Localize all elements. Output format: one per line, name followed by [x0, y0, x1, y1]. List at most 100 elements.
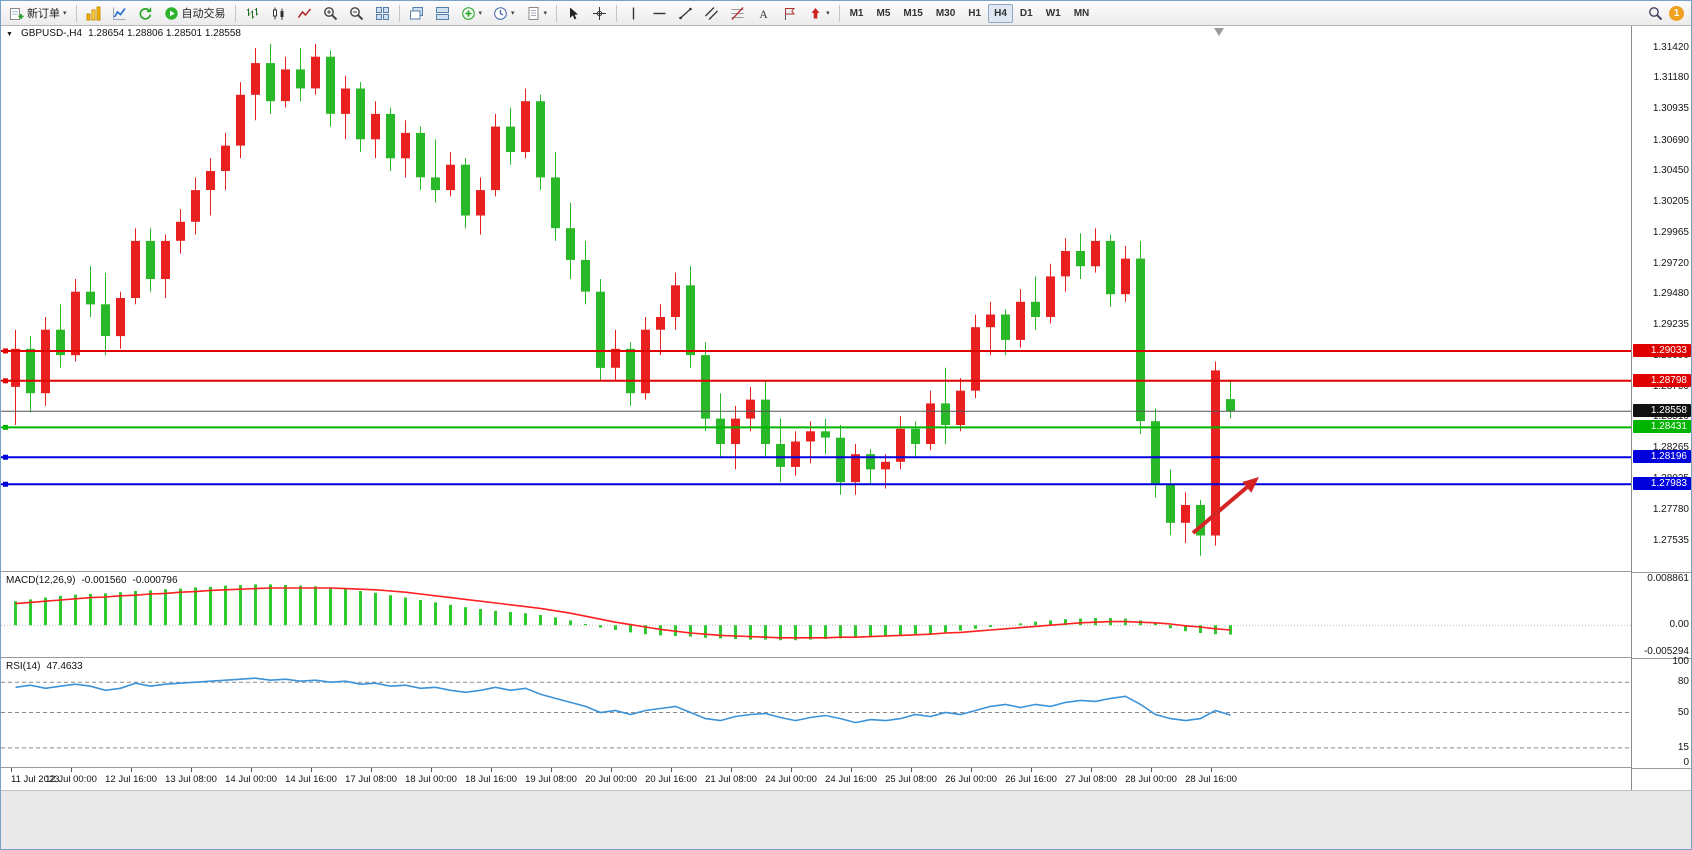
market-watch-icon [112, 6, 127, 21]
time-label: 21 Jul 08:00 [705, 774, 757, 785]
level-price-tag: 1.29033 [1633, 343, 1691, 357]
clock-icon [493, 6, 508, 21]
chart-window-icon [86, 6, 101, 21]
toolbar: 新订单 ▾ 自动交易 [1, 1, 1691, 26]
indicators-button[interactable]: ▾ [456, 3, 488, 24]
trendline-button[interactable] [673, 3, 698, 24]
symbol-period-label: GBPUSD-,H4 [20, 28, 83, 39]
tile-windows-button[interactable] [370, 3, 395, 24]
macd-main-value: -0.001560 [81, 575, 127, 586]
macd-panel: MACD(12,26,9) -0.001560 -0.000796 [1, 572, 1631, 658]
notification-badge[interactable]: 1 [1669, 5, 1684, 21]
time-axis-tick [611, 768, 612, 772]
timeframe-w1-button[interactable]: W1 [1040, 4, 1067, 23]
fibonacci-icon [730, 6, 745, 21]
bar-chart-button[interactable] [240, 3, 265, 24]
cursor-button[interactable] [561, 3, 586, 24]
zoom-out-button[interactable] [344, 3, 369, 24]
refresh-icon [138, 6, 153, 21]
time-label: 27 Jul 08:00 [1065, 774, 1117, 785]
rsi-canvas[interactable] [1, 658, 1631, 767]
axis-tick: 1.31180 [1653, 72, 1689, 84]
text-icon: A [756, 6, 771, 21]
line-chart-button[interactable] [292, 3, 317, 24]
crosshair-button[interactable] [587, 3, 612, 24]
templates-button[interactable]: ▾ [521, 3, 553, 24]
price-axis-column[interactable]: 1.31420 1.31180 1.30935 1.30690 1.30450 1.302… [1631, 25, 1691, 790]
market-watch-button[interactable] [107, 3, 132, 24]
axis-tick: 80 [1677, 676, 1689, 688]
search-button[interactable] [1643, 3, 1668, 24]
timeframe-m30-button[interactable]: M30 [930, 4, 961, 23]
chart-window-button[interactable] [81, 3, 106, 24]
caret-down-icon: ▾ [478, 9, 483, 17]
time-axis-tick [191, 768, 192, 772]
collapse-icon[interactable]: ▼ [6, 31, 13, 38]
search-icon [1648, 6, 1663, 21]
autotrading-button[interactable]: 自动交易 [159, 3, 231, 24]
time-axis[interactable]: 11 Jul 2023 12 Jul 00:00 12 Jul 16:00 13 Ju… [1, 768, 1631, 790]
candlestick-chart-button[interactable] [266, 3, 291, 24]
periods-button[interactable]: ▾ [488, 3, 520, 24]
macd-canvas[interactable] [1, 572, 1631, 657]
axis-tick: 0 [1683, 757, 1689, 768]
timeframe-m15-button[interactable]: M15 [897, 4, 928, 23]
svg-text:A: A [759, 8, 768, 20]
axis-tick: 1.30205 [1652, 196, 1689, 208]
price-axis-macd[interactable]: 0.008861 0.00 -0.005294 [1632, 572, 1691, 659]
caret-down-icon: ▾ [543, 9, 548, 17]
cascade-windows-button[interactable] [404, 3, 429, 24]
time-label: 24 Jul 16:00 [825, 774, 877, 785]
axis-tick: 1.29235 [1652, 319, 1689, 331]
ohlc-label: 1.28654 1.28806 1.28501 1.28558 [88, 28, 241, 39]
timeframe-m1-button[interactable]: M1 [844, 4, 870, 23]
macd-header: MACD(12,26,9) -0.001560 -0.000796 [6, 575, 178, 586]
zoom-in-button[interactable] [318, 3, 343, 24]
axis-tick: 50 [1677, 706, 1689, 718]
arrows-tool-button[interactable]: ▾ [803, 3, 835, 24]
axis-tick: 1.28265 [1652, 442, 1689, 454]
axis-tick: 1.29720 [1652, 257, 1689, 269]
arrange-windows-button[interactable] [430, 3, 455, 24]
text-button[interactable]: A [751, 3, 776, 24]
toolbar-separator [398, 4, 400, 22]
window-bottom-strip [1, 790, 1691, 849]
time-label: 11 Jul 2023 [11, 774, 60, 785]
time-axis-tick [671, 768, 672, 772]
price-axis-rsi[interactable]: 100 80 50 15 0 [1632, 656, 1691, 769]
rsi-header: RSI(14) 47.4633 [6, 661, 83, 672]
zoom-out-icon [349, 6, 364, 21]
candlestick-chart-icon [271, 6, 286, 21]
refresh-button[interactable] [133, 3, 158, 24]
time-axis-tick [551, 768, 552, 772]
crosshair-icon [592, 6, 607, 21]
horizontal-line-button[interactable] [647, 3, 672, 24]
time-axis-tick [791, 768, 792, 772]
channel-button[interactable] [699, 3, 724, 24]
timeframe-h1-button[interactable]: H1 [962, 4, 987, 23]
timeframe-h4-button[interactable]: H4 [988, 3, 1013, 23]
time-axis-tick [911, 768, 912, 772]
vertical-line-button[interactable] [621, 3, 646, 24]
axis-tick: 1.27535 [1652, 535, 1689, 547]
timeframe-mn-button[interactable]: MN [1068, 4, 1096, 23]
fibonacci-button[interactable] [725, 3, 750, 24]
label-button[interactable] [777, 3, 802, 24]
new-order-button[interactable]: 新订单 ▾ [4, 3, 72, 24]
timeframe-m5-button[interactable]: M5 [870, 4, 896, 23]
main-chart-canvas[interactable] [1, 25, 1631, 571]
label-flag-icon [782, 6, 797, 21]
axis-tick: 0.008861 [1647, 573, 1689, 584]
new-order-label: 新订单 [27, 8, 60, 20]
time-label: 28 Jul 00:00 [1125, 774, 1177, 785]
arrow-tool-icon [808, 6, 823, 21]
bar-chart-icon [245, 6, 260, 21]
bid-price-tag: 1.28558 [1633, 404, 1691, 418]
autotrading-play-icon [164, 6, 179, 21]
vertical-line-icon [626, 6, 641, 21]
level-price-tag: 1.28431 [1633, 420, 1691, 434]
time-label: 18 Jul 00:00 [405, 774, 457, 785]
cascade-windows-icon [409, 6, 424, 21]
price-axis-main[interactable]: 1.31420 1.31180 1.30935 1.30690 1.30450 1.302… [1632, 25, 1691, 573]
timeframe-d1-button[interactable]: D1 [1014, 4, 1039, 23]
